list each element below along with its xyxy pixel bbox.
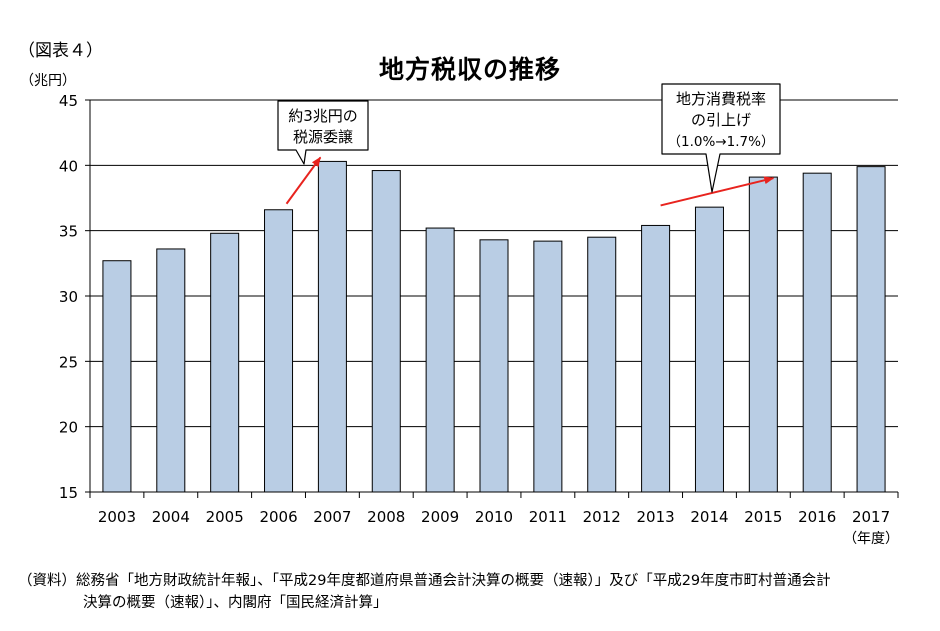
x-tick-label: 2005 [206,508,244,526]
arrow-shohizei [660,176,775,207]
arrow-zeigen [285,156,322,205]
x-tick-label: 2012 [583,508,621,526]
x-tick-label: 2013 [637,508,675,526]
callout-text-zeigen: 約3兆円の [288,107,358,125]
callout-box-zeigen [277,100,369,165]
x-tick-label: 2007 [313,508,351,526]
x-tick-label: 2008 [367,508,405,526]
x-unit-label: （年度） [843,531,899,547]
axes: 15 20 25 30 35 40 45 2003 2004 2005 2006 2007 2008 20… [59,92,899,547]
x-tick-label: 2009 [421,508,459,526]
x-tick-label: 2006 [259,508,297,526]
x-tick-label: 2004 [152,508,190,526]
x-tick-label: 2014 [690,508,728,526]
callout-text-shohizei: 地方消費税率 [676,90,766,108]
bar-2015 [748,176,778,493]
y-tick-label: 45 [59,92,78,110]
y-tick-label: 30 [59,288,78,306]
bar-2009 [425,227,455,493]
bar-2010 [479,239,509,493]
bar-2017 [856,166,886,493]
x-tick-label: 2016 [798,508,836,526]
bar-2004 [156,248,186,493]
bar-2006 [264,209,294,493]
y-tick-label: 20 [59,419,78,437]
y-unit-label: （兆円） [20,73,76,89]
y-tick-label: 15 [59,484,78,502]
x-tick-label: 2017 [852,508,890,526]
bar-2016 [802,172,832,493]
y-tick-label: 35 [59,223,78,241]
y-tick-label: 25 [59,353,78,371]
bar-2011 [533,240,563,493]
source-line-2: 決算の概要（速報）」、内閣府「国民経済計算」 [83,595,388,611]
y-tick-label: 40 [59,157,78,175]
callout-text-shohizei: の引上げ [691,111,751,129]
bar-chart: 15 20 25 30 35 40 45 2003 2004 2005 2006 2007 2008 20… [59,83,899,547]
bar-2013 [641,224,671,493]
bars [102,160,886,493]
x-tick-label: 2015 [744,508,782,526]
bar-2007 [317,160,347,493]
figure-label: （図表４） [18,41,103,61]
x-tick-label: 2010 [475,508,513,526]
chart-title: 地方税収の推移 [378,55,561,84]
callout-text-zeigen: 税源委譲 [293,128,353,146]
x-tick-label: 2003 [98,508,136,526]
bar-2003 [102,260,132,493]
bar-2008 [371,170,401,493]
source-note: （資料）総務省「地方財政統計年報」、「平成29年度都道府県普通会計決算の概要（速… [18,570,831,614]
bar-2012 [587,236,617,493]
bar-2014 [694,206,724,493]
bar-2005 [210,232,240,493]
x-tick-label: 2011 [529,508,567,526]
callout-text-shohizei: （1.0%→1.7%） [668,134,775,150]
source-line-1: （資料）総務省「地方財政統計年報」、「平成29年度都道府県普通会計決算の概要（速… [18,573,831,589]
callout-box-shohizei [661,83,781,193]
